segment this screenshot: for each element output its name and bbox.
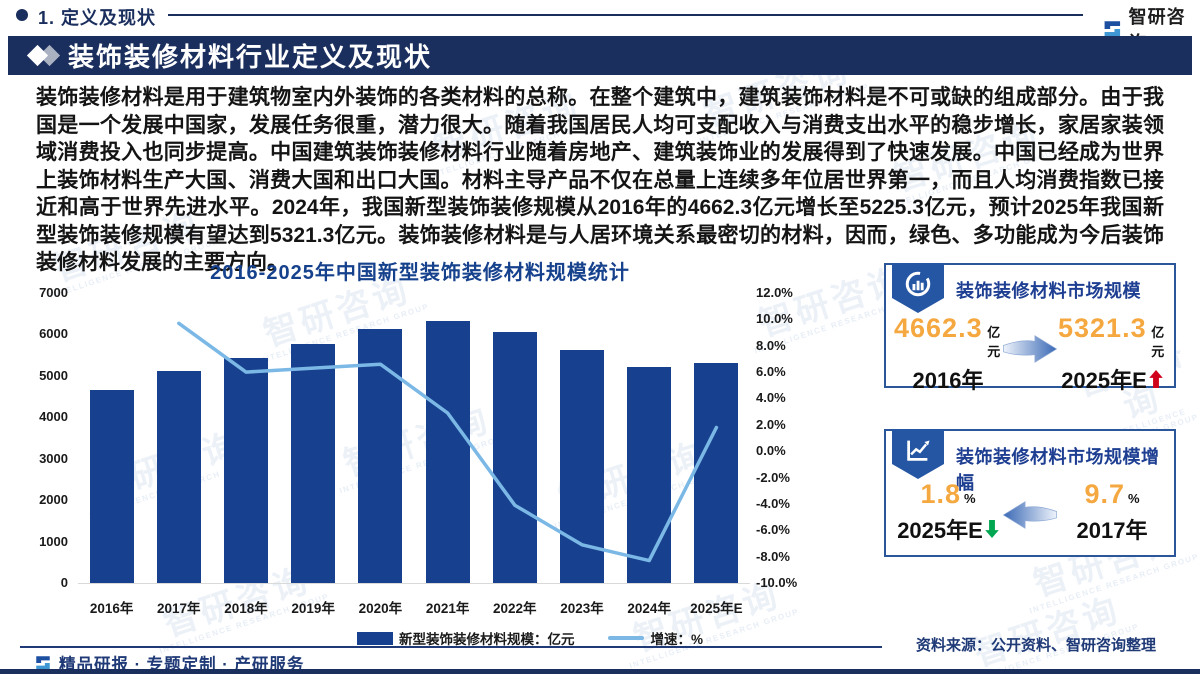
x-axis-line: [78, 583, 750, 584]
stat-unit: %: [963, 491, 976, 506]
left-axis-tick: 4000: [39, 409, 68, 425]
x-axis-label: 2024年: [627, 601, 671, 616]
line-chart-icon: [892, 429, 944, 479]
zhiyan-logo-icon: [36, 656, 50, 670]
stat-label: 2016年: [912, 368, 984, 393]
right-axis-tick: 4.0%: [756, 390, 786, 406]
stat-2025e: 5321.3 亿元 2025年E: [1058, 313, 1166, 395]
page-header: 1. 定义及现状 智研咨询: [0, 0, 1200, 53]
legend-bar-swatch: [356, 631, 393, 645]
x-axis-label: 2021年: [425, 601, 470, 616]
left-axis-tick: 7000: [39, 285, 68, 300]
zhiyan-logo-icon: [1104, 21, 1121, 37]
bottom-accent-bar: [0, 669, 1200, 674]
bar-2020年: [358, 328, 403, 583]
legend-line-label: 增速：%: [650, 632, 703, 647]
intro-paragraph: 装饰装修材料是用于建筑物室内外装饰的各类材料的总称。在整个建筑中，建筑装饰材料是…: [36, 86, 1164, 274]
left-axis-tick: 5000: [39, 367, 68, 383]
legend-item-bars: 新型装饰装修材料规模：亿元: [356, 628, 575, 648]
stat-unit: 亿元: [1151, 325, 1165, 359]
left-axis-tick: 2000: [39, 492, 68, 508]
stat-2016: 4662.3 亿元 2016年: [894, 313, 1002, 395]
trend-up-icon: [1149, 370, 1163, 388]
bar-2016年: [89, 389, 134, 583]
trend-down-icon: [985, 520, 999, 538]
bar-2019年: [291, 344, 336, 583]
stat-unit: 亿元: [987, 325, 1001, 359]
bar-2022年: [492, 332, 537, 583]
data-source-note: 资料来源：公开资料、智研咨询整理: [915, 637, 1156, 654]
stat-label: 2025年E: [897, 518, 983, 543]
right-axis-tick: 0.0%: [756, 443, 786, 459]
x-axis-label: 2025年E: [690, 601, 743, 616]
stat-label: 2025年E: [1061, 368, 1147, 393]
right-axis-tick: -8.0%: [756, 548, 790, 564]
growth-card: 装饰装修材料市场规模增幅 1.8 % 2025年E: [884, 429, 1176, 557]
bar-2018年: [224, 358, 268, 583]
legend-bar-label: 新型装饰装修材料规模：亿元: [398, 632, 575, 647]
arrow-right-icon: [1003, 335, 1058, 363]
legend-item-line: 增速：%: [608, 628, 703, 648]
chart-title: 2016-2025年中国新型装饰装修材料规模统计: [210, 262, 630, 284]
x-axis-label: 2019年: [291, 601, 335, 616]
banner-title: 装饰装修材料行业定义及现状: [68, 42, 433, 72]
left-axis-tick: 1000: [39, 533, 68, 549]
bar-2024年: [627, 366, 672, 583]
right-axis-tick: -6.0%: [756, 522, 790, 538]
right-axis-tick: 12.0%: [756, 285, 793, 300]
bar-2021年: [425, 321, 470, 583]
right-axis-tick: 2.0%: [756, 416, 786, 432]
right-axis-tick: -4.0%: [756, 495, 790, 511]
pie-chart-icon: [892, 263, 944, 313]
left-axis-tick: 3000: [39, 450, 68, 466]
card-body: 4662.3 亿元 2016年 5321.3 亿元 2025年E: [894, 313, 1166, 395]
x-axis-label: 2020年: [358, 601, 403, 616]
header-divider: [168, 14, 1083, 16]
right-axis-tick: 6.0%: [756, 364, 786, 380]
right-axis-tick: -10.0%: [756, 575, 798, 590]
card-title: 装饰装修材料市场规模增幅: [956, 447, 1160, 493]
stat-value: 1.8: [920, 479, 961, 509]
x-axis-label: 2022年: [493, 601, 537, 616]
right-axis-tick: -2.0%: [756, 469, 790, 485]
stat-value: 5321.3: [1058, 313, 1147, 343]
left-axis-tick: 0: [60, 575, 68, 590]
stat-2017: 9.7 % 2017年: [1058, 479, 1166, 545]
right-axis-tick: 8.0%: [756, 337, 786, 353]
arrow-left-icon: [1002, 501, 1057, 529]
left-axis-tick: 6000: [39, 326, 68, 342]
section-bullet-icon: [16, 9, 28, 21]
section-banner: 装饰装修材料行业定义及现状: [8, 36, 1192, 75]
stat-value: 9.7: [1084, 479, 1125, 509]
growth-rate-line: [177, 321, 719, 563]
market-size-card: 装饰装修材料市场规模 4662.3 亿元 2016年 5321.3 亿元: [884, 263, 1176, 393]
card-title: 装饰装修材料市场规模: [956, 281, 1141, 301]
stat-unit: %: [1127, 491, 1140, 506]
diamond-icon: [26, 44, 68, 66]
x-axis-label: 2016年: [89, 601, 134, 616]
chart-legend: 新型装饰装修材料规模：亿元 增速：%: [250, 628, 810, 648]
bar-2025年E: [694, 362, 739, 583]
stat-label: 2017年: [1076, 518, 1148, 543]
bar-2017年: [156, 371, 201, 583]
right-axis-tick: 10.0%: [756, 311, 793, 327]
section-label: 1. 定义及现状: [38, 8, 157, 28]
x-axis-label: 2017年: [157, 601, 201, 616]
legend-line-swatch: [608, 636, 645, 640]
x-axis-label: 2023年: [560, 601, 604, 616]
stat-value: 4662.3: [894, 313, 983, 343]
stat-2025e: 1.8 % 2025年E: [894, 479, 1002, 545]
card-body: 1.8 % 2025年E 9.7 %: [894, 479, 1166, 545]
x-axis-label: 2018年: [224, 601, 268, 616]
footer-divider: [20, 646, 882, 648]
